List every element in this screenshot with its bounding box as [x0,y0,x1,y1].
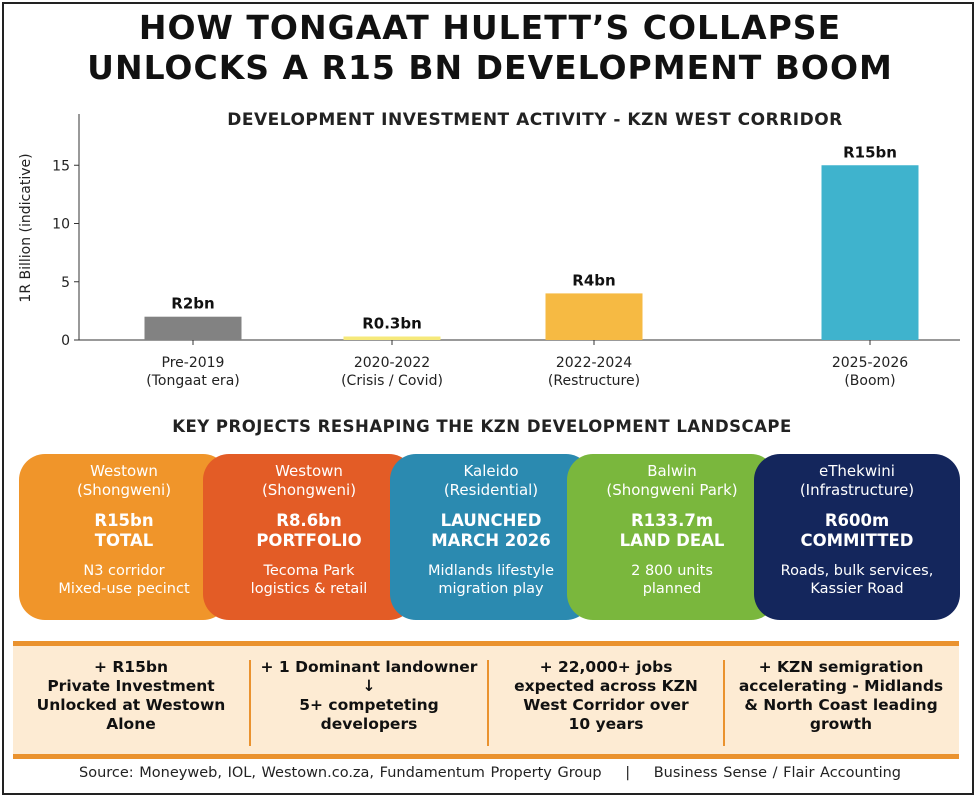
project-card-kaleido: Kaleido (Residential) LAUNCHED MARCH 202… [390,454,592,620]
card-figure-label: TOTAL [94,531,154,550]
stat-private-investment: + R15bn Private Investment Unlocked at W… [13,658,249,734]
card-subhead: (Infrastructure) [799,481,915,499]
y-tick-label: 0 [61,333,70,349]
main-title-line1: HOW TONGAAT HULETT’S COLLAPSE [138,8,842,47]
card-note-2: logistics & retail [250,581,368,597]
stat-line: + 22,000+ jobs [539,658,673,676]
stats-band: + R15bn Private Investment Unlocked at W… [13,641,959,759]
x-tick-label: 2025-2026 [832,355,908,371]
card-note-2: planned [642,581,702,597]
stat-divider [723,660,725,746]
project-card-balwin: Balwin (Shongweni Park) R133.7m LAND DEA… [567,454,777,620]
main-title-line2: UNLOCKS A R15 BN DEVELOPMENT BOOM [87,48,893,87]
stat-semigration: + KZN semigration accelerating - Midland… [725,658,957,734]
bar [144,316,242,340]
chart-title: DEVELOPMENT INVESTMENT ACTIVITY - KZN WE… [227,110,843,130]
x-tick-sublabel: (Crisis / Covid) [341,373,443,389]
stat-line: West Corridor over [523,696,689,714]
bar-data-label: R2bn [171,295,214,313]
stat-line: Unlocked at Westown [36,696,226,714]
bar [545,293,643,340]
card-head: Balwin [647,462,697,480]
footer-source: Source: Moneyweb, IOL, Westown.co.za, Fu… [79,765,602,781]
bar-data-label: R4bn [572,271,615,289]
stat-line: + 1 Dominant landowner [260,658,478,676]
card-figure: R600m [824,511,890,530]
card-subhead: (Residential) [443,481,539,499]
card-head: Kaleido [463,462,519,480]
project-card-westown-portfolio: Westown (Shongweni) R8.6bn PORTFOLIO Tec… [203,454,415,620]
stat-line: Private Investment [47,677,215,695]
card-figure: LAUNCHED [440,511,542,530]
card-note-2: Mixed-use pecinct [58,581,190,597]
stat-jobs: + 22,000+ jobs expected across KZN West … [489,658,723,734]
y-tick-label: 5 [61,275,70,291]
footer: Source: Moneyweb, IOL, Westown.co.za, Fu… [0,765,980,781]
stat-divider [249,660,251,746]
card-figure-label: MARCH 2026 [431,531,551,550]
project-card-westown-total: Westown (Shongweni) R15bn TOTAL N3 corri… [19,454,229,620]
card-figure-label: LAND DEAL [619,531,725,550]
card-figure: R8.6bn [276,511,342,530]
card-figure-label: PORTFOLIO [256,531,362,550]
x-tick-label: Pre-2019 [162,355,225,371]
footer-credit: Business Sense / Flair Accounting [653,765,901,781]
bar-data-label: R0.3bn [362,315,422,333]
x-tick-label: 2022-2024 [556,355,632,371]
stat-line: 10 years [568,715,644,733]
x-tick-sublabel: (Tongaat era) [146,373,239,389]
stat-line: 5+ competeting [299,696,439,714]
card-subhead: (Shongweni) [76,481,172,499]
card-note: N3 corridor [83,563,165,579]
card-note: Tecoma Park [263,563,355,579]
card-figure: R15bn [94,511,154,530]
card-head: eThekwini [819,462,895,480]
bar [821,165,919,340]
bar-data-label: R15bn [843,143,897,161]
card-subhead: (Shongweni Park) [606,481,738,499]
stat-line: accelerating - Midlands [738,677,944,695]
stat-line: & North Coast leading [744,696,938,714]
card-subhead: (Shongweni) [261,481,357,499]
project-card-ethekwini: eThekwini (Infrastructure) R600m COMMITT… [754,454,960,620]
card-figure: R133.7m [630,511,714,530]
card-note: 2 800 units [631,563,713,579]
card-note-2: Kassier Road [810,581,904,597]
stat-line: developers [320,715,418,733]
x-tick-sublabel: (Restructure) [548,373,640,389]
bar [343,336,441,340]
x-tick-sublabel: (Boom) [844,373,895,389]
x-tick-label: 2020-2022 [354,355,430,371]
stat-line: + KZN semigration [758,658,924,676]
bar-chart: 0 5 10 15 R2bn Pre-2019 (Tongaat era) R0.3bn 202… [52,114,960,389]
card-head: Westown [275,462,343,480]
stat-line: growth [809,715,873,733]
y-tick-label: 10 [52,217,70,233]
card-figure-label: COMMITTED [800,531,914,550]
stat-divider [487,660,489,746]
arrow-down-icon: ↓ [362,677,376,695]
footer-separator: | [625,765,631,781]
stat-line: + R15bn [93,658,169,676]
card-head: Westown [90,462,158,480]
stat-line: expected across KZN [514,677,698,695]
card-note: Midlands lifestyle [427,563,555,579]
stat-line: Alone [106,715,156,733]
card-note-2: migration play [438,581,544,597]
projects-title: KEY PROJECTS RESHAPING THE KZN DEVELOPME… [172,417,792,436]
card-note: Roads, bulk services, [780,563,934,579]
y-tick-label: 15 [52,158,70,174]
stat-landowner: + 1 Dominant landowner ↓ 5+ competeting … [251,658,487,734]
